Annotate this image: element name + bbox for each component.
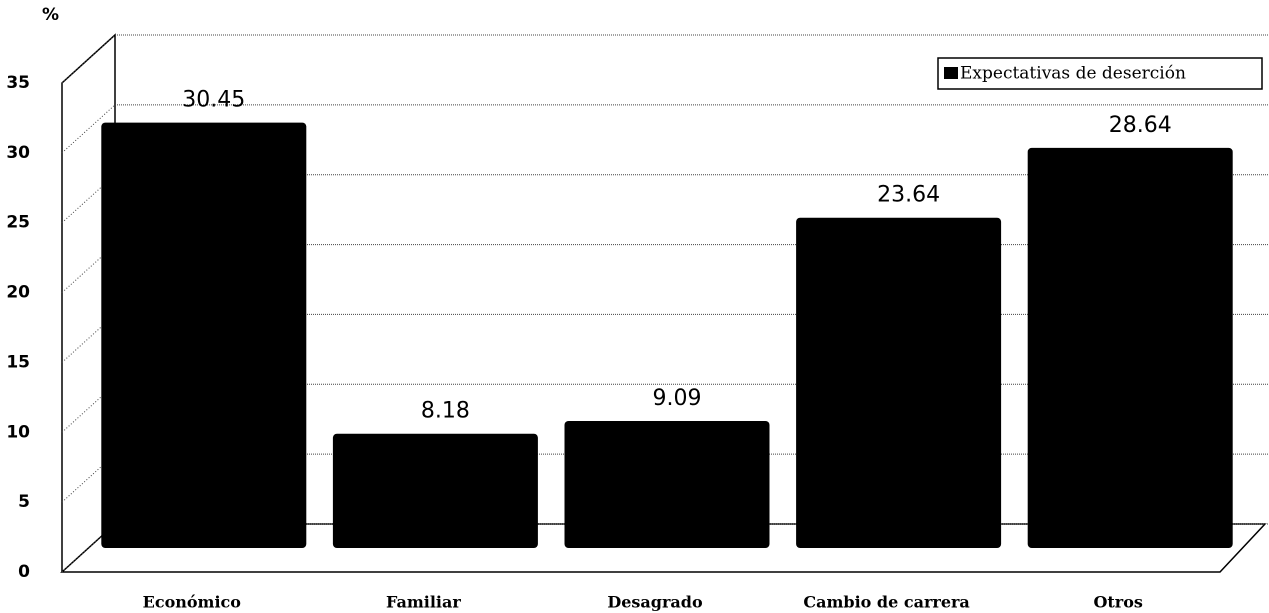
y-tick-label: 0 — [18, 562, 30, 582]
x-tick-label: Desagrado — [607, 593, 703, 612]
bar — [796, 217, 1002, 548]
x-tick-label: Económico — [143, 593, 242, 612]
bar — [332, 433, 538, 548]
y-tick-label: 5 — [18, 492, 30, 512]
y-tick-label: 10 — [6, 422, 30, 442]
value-label: 28.64 — [1109, 113, 1172, 138]
x-tick-label: Cambio de carrera — [803, 593, 969, 612]
y-tick-label: 35 — [6, 73, 30, 93]
bar — [1027, 147, 1233, 549]
bar — [101, 122, 307, 548]
x-tick-label: Familiar — [386, 593, 461, 612]
value-label: 9.09 — [653, 386, 702, 411]
legend-swatch — [944, 67, 958, 79]
y-tick-label: 15 — [6, 352, 30, 372]
bar — [564, 420, 770, 548]
legend-label: Expectativas de deserción — [960, 64, 1186, 84]
value-label: 30.45 — [182, 88, 245, 113]
value-label: 8.18 — [421, 399, 470, 424]
value-label: 23.64 — [877, 183, 940, 208]
y-tick-label: 30 — [6, 143, 30, 163]
x-tick-label: Otros — [1093, 593, 1142, 612]
legend-box — [937, 57, 1263, 90]
y-tick-label: 25 — [6, 213, 30, 233]
y-axis-label: % — [42, 5, 59, 25]
y-tick-label: 20 — [6, 283, 30, 303]
